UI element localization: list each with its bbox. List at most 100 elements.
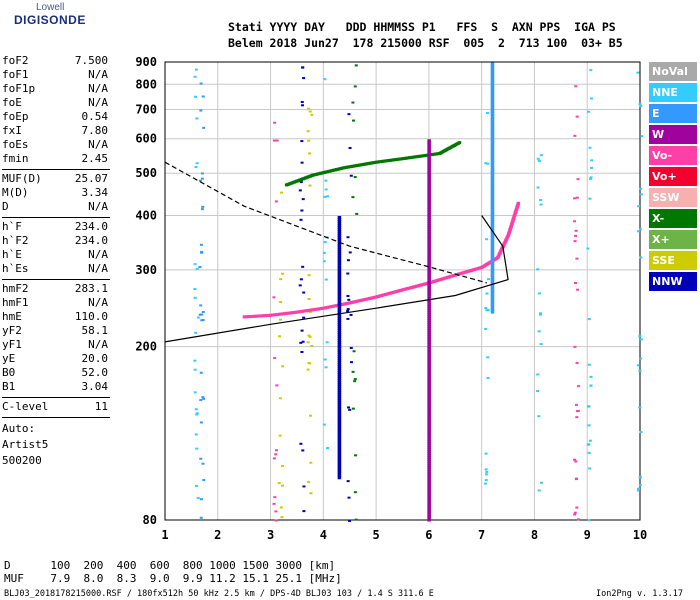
echo-mark (272, 502, 276, 505)
echo-point-e (490, 86, 495, 90)
echo-point-e (490, 191, 495, 195)
echo-mark (298, 284, 302, 287)
echo-point-vo- (515, 206, 519, 210)
echo-point-e (490, 236, 495, 240)
echo-mark (483, 482, 487, 485)
echo-point-nnw (337, 330, 342, 334)
echo-mark (299, 181, 303, 184)
echo-mark (484, 479, 488, 482)
y-tick-label: 900 (135, 55, 157, 69)
echo-point-w (427, 321, 431, 325)
echo-mark (193, 368, 197, 371)
echo-point-vo- (513, 210, 518, 214)
echo-point-w (427, 470, 431, 474)
echo-mark (576, 178, 580, 181)
echo-point-nnw (337, 368, 342, 372)
echo-point-nnw (337, 351, 342, 355)
echo-point-w (427, 355, 431, 359)
echo-point-nnw (337, 474, 342, 478)
param-label: D (2, 200, 9, 213)
param-row-c-level: C-level 11 (2, 400, 108, 414)
param-value: 11 (94, 400, 108, 413)
param-label: yE (2, 352, 16, 365)
footer-file-line: BLJ03_2018178215000.RSF / 180fx512h 50 k… (4, 589, 434, 599)
echo-point-x- (416, 154, 421, 158)
echo-mark (349, 361, 353, 364)
echo-point-nnw (337, 298, 342, 302)
echo-point-w (427, 498, 431, 502)
echo-point-w (427, 318, 431, 322)
echo-point-e (490, 207, 495, 211)
echo-mark (322, 423, 326, 426)
echo-point-vo- (255, 314, 260, 318)
echo-point-e (490, 179, 495, 183)
echo-mark (573, 240, 577, 243)
echo-mark (273, 496, 277, 499)
echo-mark (346, 236, 350, 239)
echo-point-nnw (337, 226, 342, 230)
echo-mark (193, 263, 197, 266)
echo-point-e (490, 145, 495, 149)
echo-mark (322, 260, 326, 263)
echo-point-w (427, 443, 431, 447)
echo-point-e (490, 76, 495, 80)
echo-mark (281, 464, 285, 467)
echo-point-e (490, 117, 495, 121)
echo-point-w (427, 215, 431, 219)
echo-point-x- (395, 157, 400, 161)
echo-point-x- (381, 159, 386, 163)
echo-point-w (427, 173, 431, 177)
echo-point-nnw (337, 228, 342, 232)
echo-point-e (490, 127, 495, 131)
echo-point-nnw (337, 324, 342, 328)
echo-point-e (490, 125, 495, 129)
echo-point-e (490, 264, 495, 268)
echo-mark (347, 406, 351, 409)
echo-point-w (427, 159, 431, 163)
echo-mark (537, 489, 541, 492)
echo-mark (199, 421, 203, 424)
echo-mark (310, 344, 314, 347)
echo-mark (539, 203, 543, 206)
echo-point-e (490, 278, 495, 282)
echo-point-w (427, 207, 431, 211)
echo-point-vo- (510, 220, 515, 224)
echo-mark (272, 296, 276, 299)
echo-mark (195, 412, 199, 415)
echo-mark (326, 447, 330, 450)
echo-point-vo- (309, 308, 314, 312)
echo-mark (349, 174, 353, 177)
echo-point-e (490, 159, 495, 163)
echo-point-nnw (337, 284, 342, 288)
echo-point-nnw (337, 372, 342, 376)
echo-point-w (427, 203, 431, 207)
echo-point-x- (386, 159, 391, 163)
echo-point-w (427, 272, 431, 276)
echo-mark (299, 341, 303, 344)
echo-point-w (427, 232, 431, 236)
echo-point-w (427, 425, 431, 429)
echo-mark (539, 199, 543, 202)
echo-point-vo- (290, 311, 294, 315)
echo-point-w (427, 250, 431, 254)
echo-mark (199, 498, 203, 501)
echo-point-w (427, 407, 431, 411)
param-row-h-f: h`F 234.0 (2, 220, 108, 234)
echo-point-w (427, 409, 431, 413)
echo-mark (202, 479, 206, 482)
echo-mark (275, 449, 279, 452)
echo-point-e (490, 252, 495, 256)
echo-point-vo- (295, 310, 299, 314)
echo-point-e (490, 177, 495, 181)
echo-point-nnw (337, 282, 342, 286)
echo-mark (636, 71, 640, 74)
echo-point-nnw (337, 424, 342, 428)
echo-mark (536, 390, 540, 393)
echo-point-vo- (516, 201, 521, 205)
echo-point-nnw (337, 396, 342, 400)
echo-mark (301, 340, 305, 343)
echo-point-nnw (337, 364, 342, 368)
echo-point-w (427, 314, 431, 318)
param-separator (2, 217, 110, 218)
echo-point-vo- (304, 309, 308, 313)
